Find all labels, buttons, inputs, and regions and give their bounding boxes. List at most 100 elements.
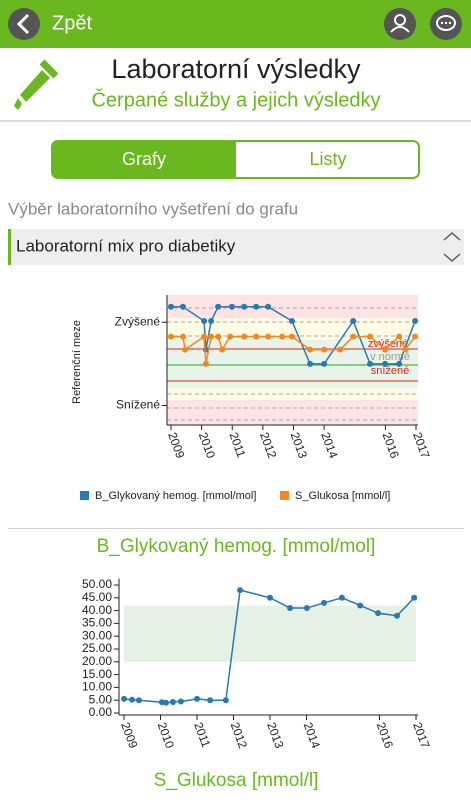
data-point [357,602,364,609]
data-point [265,333,272,340]
data-point [350,318,357,324]
x-tick-label: 2009 [118,720,140,750]
pipette-icon [14,59,59,110]
y-axis-label: Referenční meze [71,320,83,404]
annotation: snížené [371,365,410,377]
legend-swatch [80,491,89,500]
data-point [215,303,222,310]
data-point [135,697,142,704]
x-tick-label: 2013 [288,430,310,460]
data-point [168,303,174,310]
data-point [350,333,357,340]
legend-label: B_Glykovaný hemog. [mmol/mol] [95,490,256,502]
data-point [367,333,374,340]
selector[interactable] [8,229,464,265]
x-tick-label: 2016 [380,430,402,460]
x-tick-label: 2012 [257,430,279,460]
data-point [396,333,403,340]
data-point [162,699,169,706]
data-point [208,333,215,340]
data-point [375,610,382,617]
data-point [241,303,248,310]
data-point [303,605,310,612]
data-point [169,698,176,705]
data-point [201,333,208,340]
data-point [411,594,418,601]
data-point [177,698,184,705]
x-tick-label: 2011 [191,720,213,749]
tab-label[interactable]: Grafy [122,149,166,169]
data-point [208,318,215,324]
data-point [253,333,260,340]
x-tick-label: 2012 [228,720,250,750]
x-tick-label: 2011 [226,430,248,459]
y-tick-label: 35.00 [82,616,112,630]
back-button[interactable]: Zpět [8,8,92,40]
selector-accent [8,229,11,265]
data-point [307,360,314,367]
data-point [265,303,272,310]
data-point [321,599,328,606]
y-tick-label: 40.00 [82,603,112,617]
data-point [394,612,401,619]
chart-title: S_Glukosa [mmol/l] [154,770,319,791]
data-point [288,333,295,340]
x-tick-label: 2014 [318,430,340,460]
data-point [338,594,345,601]
data-point [227,333,234,340]
y-tick-label: Snížené [116,398,160,412]
chart-title: B_Glykovaný hemog. [mmol/mol] [97,536,376,557]
data-point [321,346,328,353]
data-point [241,333,248,340]
data-point [396,360,403,367]
x-tick-label: 2010 [196,430,218,460]
data-point [382,346,389,353]
x-tick-label: 2016 [374,720,396,750]
data-point [182,346,189,353]
tab-label[interactable]: Listy [309,149,346,169]
selector-arrows [443,232,461,262]
data-point [412,333,419,340]
y-tick-label: 0.00 [89,705,113,719]
data-point [215,333,222,340]
data-point [382,360,389,367]
data-point [321,360,328,367]
legend-swatch [280,491,289,500]
data-point [279,333,286,340]
legend-label: S_Glukosa [mmol/l] [295,490,390,502]
selector-value[interactable]: Laboratorní mix pro diabetiky [16,236,236,255]
data-point [288,318,295,324]
data-point [219,346,226,353]
reference-band [124,605,416,662]
divider [8,528,464,529]
data-point [237,587,244,594]
annotation: zvýšené [368,338,408,350]
header-subtitle: Čerpané služby a jejich výsledky [91,88,380,111]
selector-label: Výběr laboratorního vyšetření do grafu [8,199,298,218]
profile-button[interactable] [384,8,416,40]
y-tick-label: 30.00 [82,628,112,642]
x-tick-label: 2017 [410,430,432,460]
data-point [228,303,235,310]
x-tick-label: 2017 [410,720,432,750]
data-point [194,695,200,702]
data-point [337,346,344,353]
x-tick-label: 2010 [155,720,177,750]
tab-active[interactable] [52,141,236,178]
data-point [253,303,260,310]
chat-button[interactable] [430,8,462,40]
data-point [201,318,208,324]
data-point [179,333,186,340]
back-label[interactable]: Zpět [52,12,92,34]
x-tick-label: 2009 [165,430,187,460]
data-point [287,605,294,612]
x-tick-label: 2014 [301,720,323,750]
y-tick-label: 5.00 [89,692,113,706]
divider [0,120,471,122]
data-point [202,360,209,367]
data-point [307,346,314,353]
y-tick-label: 25.00 [82,641,112,655]
data-point [367,360,374,367]
data-point [168,333,174,340]
